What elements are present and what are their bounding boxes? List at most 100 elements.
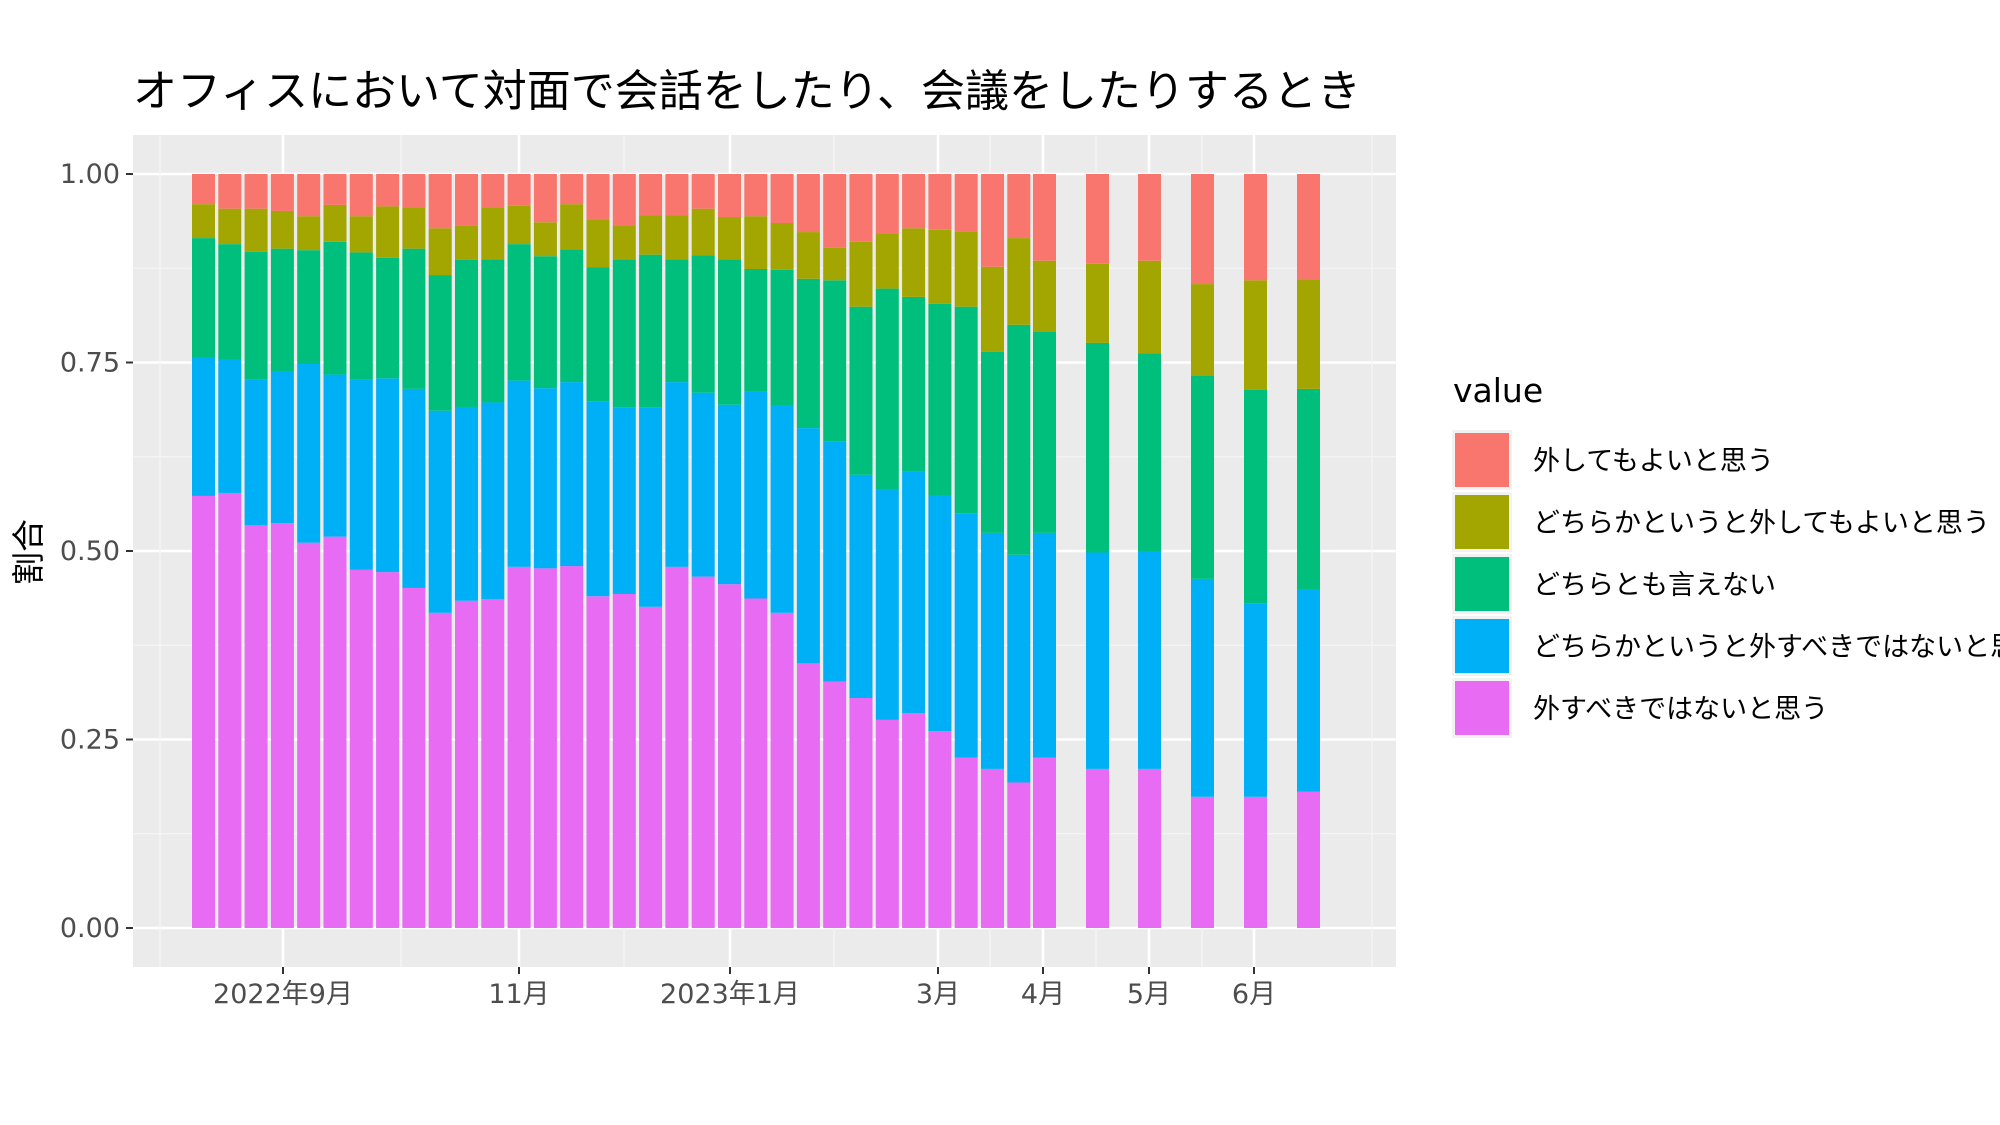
bar-segment	[402, 388, 426, 588]
y-tick-label: 0.50	[60, 536, 120, 567]
bar-segment	[928, 495, 952, 732]
bar-segment	[902, 174, 926, 229]
bar-segment	[770, 269, 794, 406]
bar-segment	[823, 681, 847, 928]
bar-segment	[954, 306, 978, 514]
bar-segment	[902, 228, 926, 297]
legend-label: どちらとも言えない	[1533, 570, 1776, 601]
bar-segment	[349, 252, 373, 380]
bar-segment	[718, 404, 741, 585]
bar-segment	[612, 593, 636, 928]
bar-segment	[875, 233, 899, 289]
bar-segment	[270, 371, 294, 524]
bar-segment	[533, 174, 557, 223]
bar-segment	[718, 584, 741, 928]
bar-segment	[639, 215, 663, 255]
bar-segment	[560, 204, 584, 250]
bar-segment	[954, 513, 978, 758]
bar-segment	[954, 174, 978, 232]
y-axis-title: 割合	[9, 519, 48, 585]
bar-segment	[218, 174, 242, 209]
bar-segment	[586, 401, 610, 597]
bar-segment	[981, 174, 1004, 267]
bar-segment	[323, 174, 347, 205]
bar-segment	[533, 256, 557, 389]
bar-segment	[376, 174, 400, 207]
bar-segment	[533, 568, 557, 928]
legend-title: value	[1453, 371, 1543, 410]
bar-segment	[744, 598, 768, 928]
bar-segment	[691, 208, 715, 256]
bar-segment	[1138, 260, 1161, 354]
bar-segment	[1244, 389, 1267, 604]
bar-segment	[349, 216, 373, 253]
bar-segment	[823, 174, 847, 248]
bar-segment	[1191, 284, 1214, 376]
legend-swatch	[1455, 433, 1509, 487]
bar-segment	[1191, 578, 1214, 797]
bar-segment	[612, 259, 636, 408]
bar-segment	[192, 174, 215, 205]
bar-segment	[902, 296, 926, 472]
bar-segment	[796, 428, 820, 664]
bar-segment	[507, 174, 531, 206]
bar-segment	[1007, 782, 1031, 928]
legend-label: 外すべきではないと思う	[1533, 694, 1828, 725]
bar-segment	[718, 216, 741, 260]
bar-segment	[507, 244, 531, 381]
bar-segment	[270, 174, 294, 211]
bar-segment	[218, 208, 242, 245]
bar-segment	[849, 306, 873, 475]
bar-segment	[455, 225, 478, 260]
bar-segment	[270, 523, 294, 928]
bar-segment	[875, 489, 899, 720]
bar-segment	[875, 288, 899, 490]
bar-segment	[244, 174, 268, 209]
bar-segment	[744, 216, 768, 270]
bars	[192, 174, 1320, 928]
bar-segment	[1033, 331, 1056, 533]
bar-segment	[1244, 174, 1267, 281]
legend: value 外してもよいと思うどちらかというと外してもよいと思うどちらとも言えな…	[1452, 371, 2000, 738]
bar-segment	[1297, 279, 1320, 389]
chart-title: オフィスにおいて対面で会話をしたり、会議をしたりするとき	[133, 66, 1361, 117]
bar-segment	[297, 250, 321, 365]
bar-segment	[428, 612, 452, 928]
y-tick-label: 0.25	[60, 725, 120, 756]
bar-segment	[612, 226, 636, 260]
bar-segment	[218, 359, 242, 493]
bar-segment	[560, 566, 584, 928]
bar-segment	[1244, 280, 1267, 390]
bar-segment	[875, 174, 899, 234]
bar-segment	[981, 768, 1004, 928]
bar-segment	[1297, 791, 1320, 928]
bar-segment	[244, 379, 268, 526]
legend-label: どちらかというと外してもよいと思う	[1533, 508, 1990, 539]
bar-segment	[218, 244, 242, 360]
bar-segment	[665, 174, 689, 216]
bar-segment	[849, 698, 873, 928]
bar-segment	[481, 207, 505, 260]
bar-segment	[796, 663, 820, 928]
bar-segment	[981, 532, 1004, 769]
bar-segment	[1086, 342, 1109, 553]
bar-segment	[376, 378, 400, 573]
bar-segment	[560, 174, 584, 205]
bar-segment	[1007, 324, 1031, 555]
bar-segment	[481, 174, 505, 208]
bar-segment	[1086, 768, 1109, 928]
bar-segment	[455, 600, 478, 928]
bar-segment	[349, 174, 373, 217]
bar-segment	[1007, 238, 1031, 325]
bar-segment	[481, 259, 505, 403]
bar-segment	[665, 259, 689, 383]
bar-segment	[507, 205, 531, 245]
bar-segment	[1086, 552, 1109, 769]
bar-segment	[954, 757, 978, 928]
bar-segment	[192, 204, 215, 239]
bar-segment	[586, 596, 610, 928]
bar-segment	[691, 174, 715, 209]
bar-segment	[639, 174, 663, 216]
bar-segment	[244, 208, 268, 252]
